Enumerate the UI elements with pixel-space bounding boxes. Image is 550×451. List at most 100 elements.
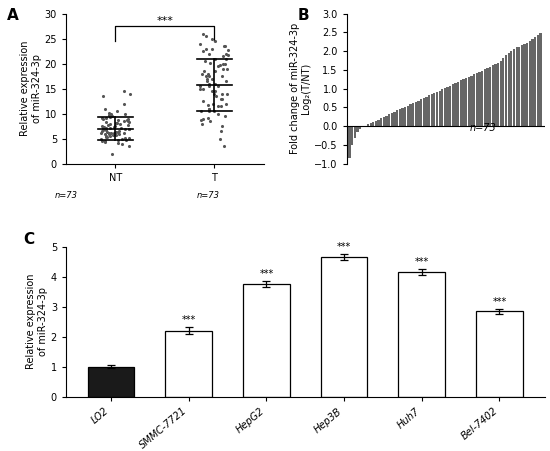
- Bar: [438, 91, 441, 126]
- Point: [122, 137, 131, 144]
- Bar: [406, 106, 409, 126]
- Bar: [398, 272, 445, 397]
- Point: [205, 50, 213, 57]
- Bar: [518, 46, 520, 126]
- Point: [205, 108, 214, 115]
- Point: [199, 115, 207, 122]
- Point: [99, 124, 108, 132]
- Point: [125, 90, 134, 97]
- Point: [207, 75, 216, 82]
- Point: [114, 127, 123, 134]
- Point: [114, 116, 123, 124]
- Point: [224, 51, 233, 58]
- Point: [204, 105, 213, 112]
- Point: [205, 83, 214, 90]
- Point: [204, 101, 213, 108]
- Bar: [505, 55, 507, 126]
- Point: [111, 123, 120, 130]
- Point: [197, 108, 206, 115]
- Point: [197, 120, 206, 127]
- Point: [219, 60, 228, 67]
- Point: [207, 35, 216, 42]
- Bar: [415, 102, 417, 126]
- Bar: [529, 41, 531, 126]
- Point: [106, 114, 114, 121]
- Point: [102, 124, 111, 131]
- Point: [124, 115, 133, 123]
- Bar: [372, 122, 375, 126]
- Point: [204, 70, 212, 77]
- Text: n=73: n=73: [469, 123, 496, 133]
- Point: [107, 110, 116, 117]
- Bar: [489, 67, 491, 126]
- Bar: [370, 123, 372, 126]
- Bar: [417, 101, 420, 126]
- Bar: [444, 88, 446, 126]
- Point: [206, 118, 214, 125]
- Bar: [494, 64, 497, 126]
- Bar: [420, 99, 422, 126]
- Point: [218, 90, 227, 97]
- Bar: [433, 93, 436, 126]
- Point: [107, 150, 116, 157]
- Bar: [510, 51, 513, 126]
- Bar: [409, 105, 411, 126]
- Point: [112, 108, 121, 115]
- Bar: [375, 121, 377, 126]
- Point: [219, 65, 228, 72]
- Point: [112, 132, 120, 139]
- Point: [117, 124, 125, 131]
- Bar: [492, 65, 494, 126]
- Point: [216, 95, 225, 102]
- Bar: [388, 114, 390, 126]
- Bar: [515, 47, 518, 126]
- Point: [197, 70, 206, 77]
- Bar: [470, 76, 472, 126]
- Point: [221, 113, 229, 120]
- Point: [108, 113, 117, 120]
- Bar: [465, 78, 468, 126]
- Point: [209, 100, 218, 107]
- Point: [107, 130, 116, 137]
- Point: [97, 122, 106, 129]
- Point: [98, 126, 107, 133]
- Point: [211, 87, 219, 95]
- Bar: [393, 112, 395, 126]
- Point: [101, 139, 109, 146]
- Point: [205, 73, 213, 80]
- Point: [202, 75, 211, 82]
- Bar: [359, 126, 361, 129]
- Point: [109, 131, 118, 138]
- Point: [217, 73, 226, 80]
- Bar: [483, 69, 486, 126]
- Point: [117, 136, 126, 143]
- Bar: [537, 35, 539, 126]
- Point: [105, 130, 114, 137]
- Point: [118, 140, 127, 147]
- Bar: [422, 98, 425, 126]
- Bar: [468, 77, 470, 126]
- Point: [101, 105, 109, 112]
- Bar: [447, 87, 449, 126]
- Point: [124, 126, 133, 133]
- Point: [206, 59, 214, 66]
- Point: [104, 112, 113, 119]
- Point: [97, 135, 106, 143]
- Point: [224, 46, 233, 53]
- Point: [202, 32, 211, 40]
- Point: [201, 58, 210, 65]
- Point: [208, 87, 217, 95]
- Point: [210, 108, 218, 115]
- Point: [219, 52, 228, 60]
- Point: [121, 110, 130, 118]
- Point: [102, 129, 111, 136]
- Point: [97, 128, 106, 135]
- Y-axis label: Fold change of miR-324-3p
Log₂(T/NT): Fold change of miR-324-3p Log₂(T/NT): [290, 23, 311, 154]
- Bar: [436, 92, 438, 126]
- Point: [119, 118, 128, 125]
- Bar: [431, 94, 433, 126]
- Point: [200, 68, 208, 75]
- Bar: [351, 126, 353, 145]
- Point: [114, 136, 123, 143]
- Point: [223, 65, 232, 72]
